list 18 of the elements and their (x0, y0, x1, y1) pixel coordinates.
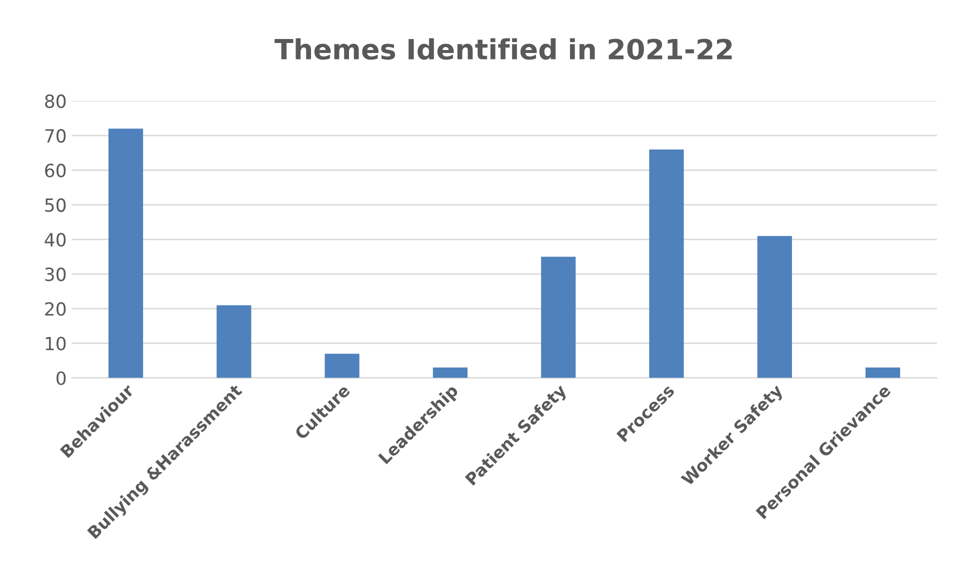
bar (649, 149, 684, 378)
bar (432, 368, 468, 378)
bar (866, 368, 900, 378)
y-tick-label: 70 (45, 129, 66, 143)
bar (757, 236, 792, 378)
y-tick-label: 30 (45, 268, 66, 282)
bar (108, 128, 144, 378)
bar (324, 354, 360, 378)
bar (541, 256, 576, 378)
y-tick-label: 10 (46, 336, 66, 350)
y-tick-label: 50 (45, 198, 66, 212)
y-tick-label: 20 (45, 302, 66, 316)
y-tick-label: 80 (45, 94, 66, 108)
bar (216, 305, 252, 378)
chart-title: Themes Identified in 2021-22 (274, 38, 732, 60)
y-tick-label: 0 (56, 371, 66, 386)
y-tick-label: 40 (44, 232, 66, 247)
y-tick-label: 60 (45, 164, 66, 178)
